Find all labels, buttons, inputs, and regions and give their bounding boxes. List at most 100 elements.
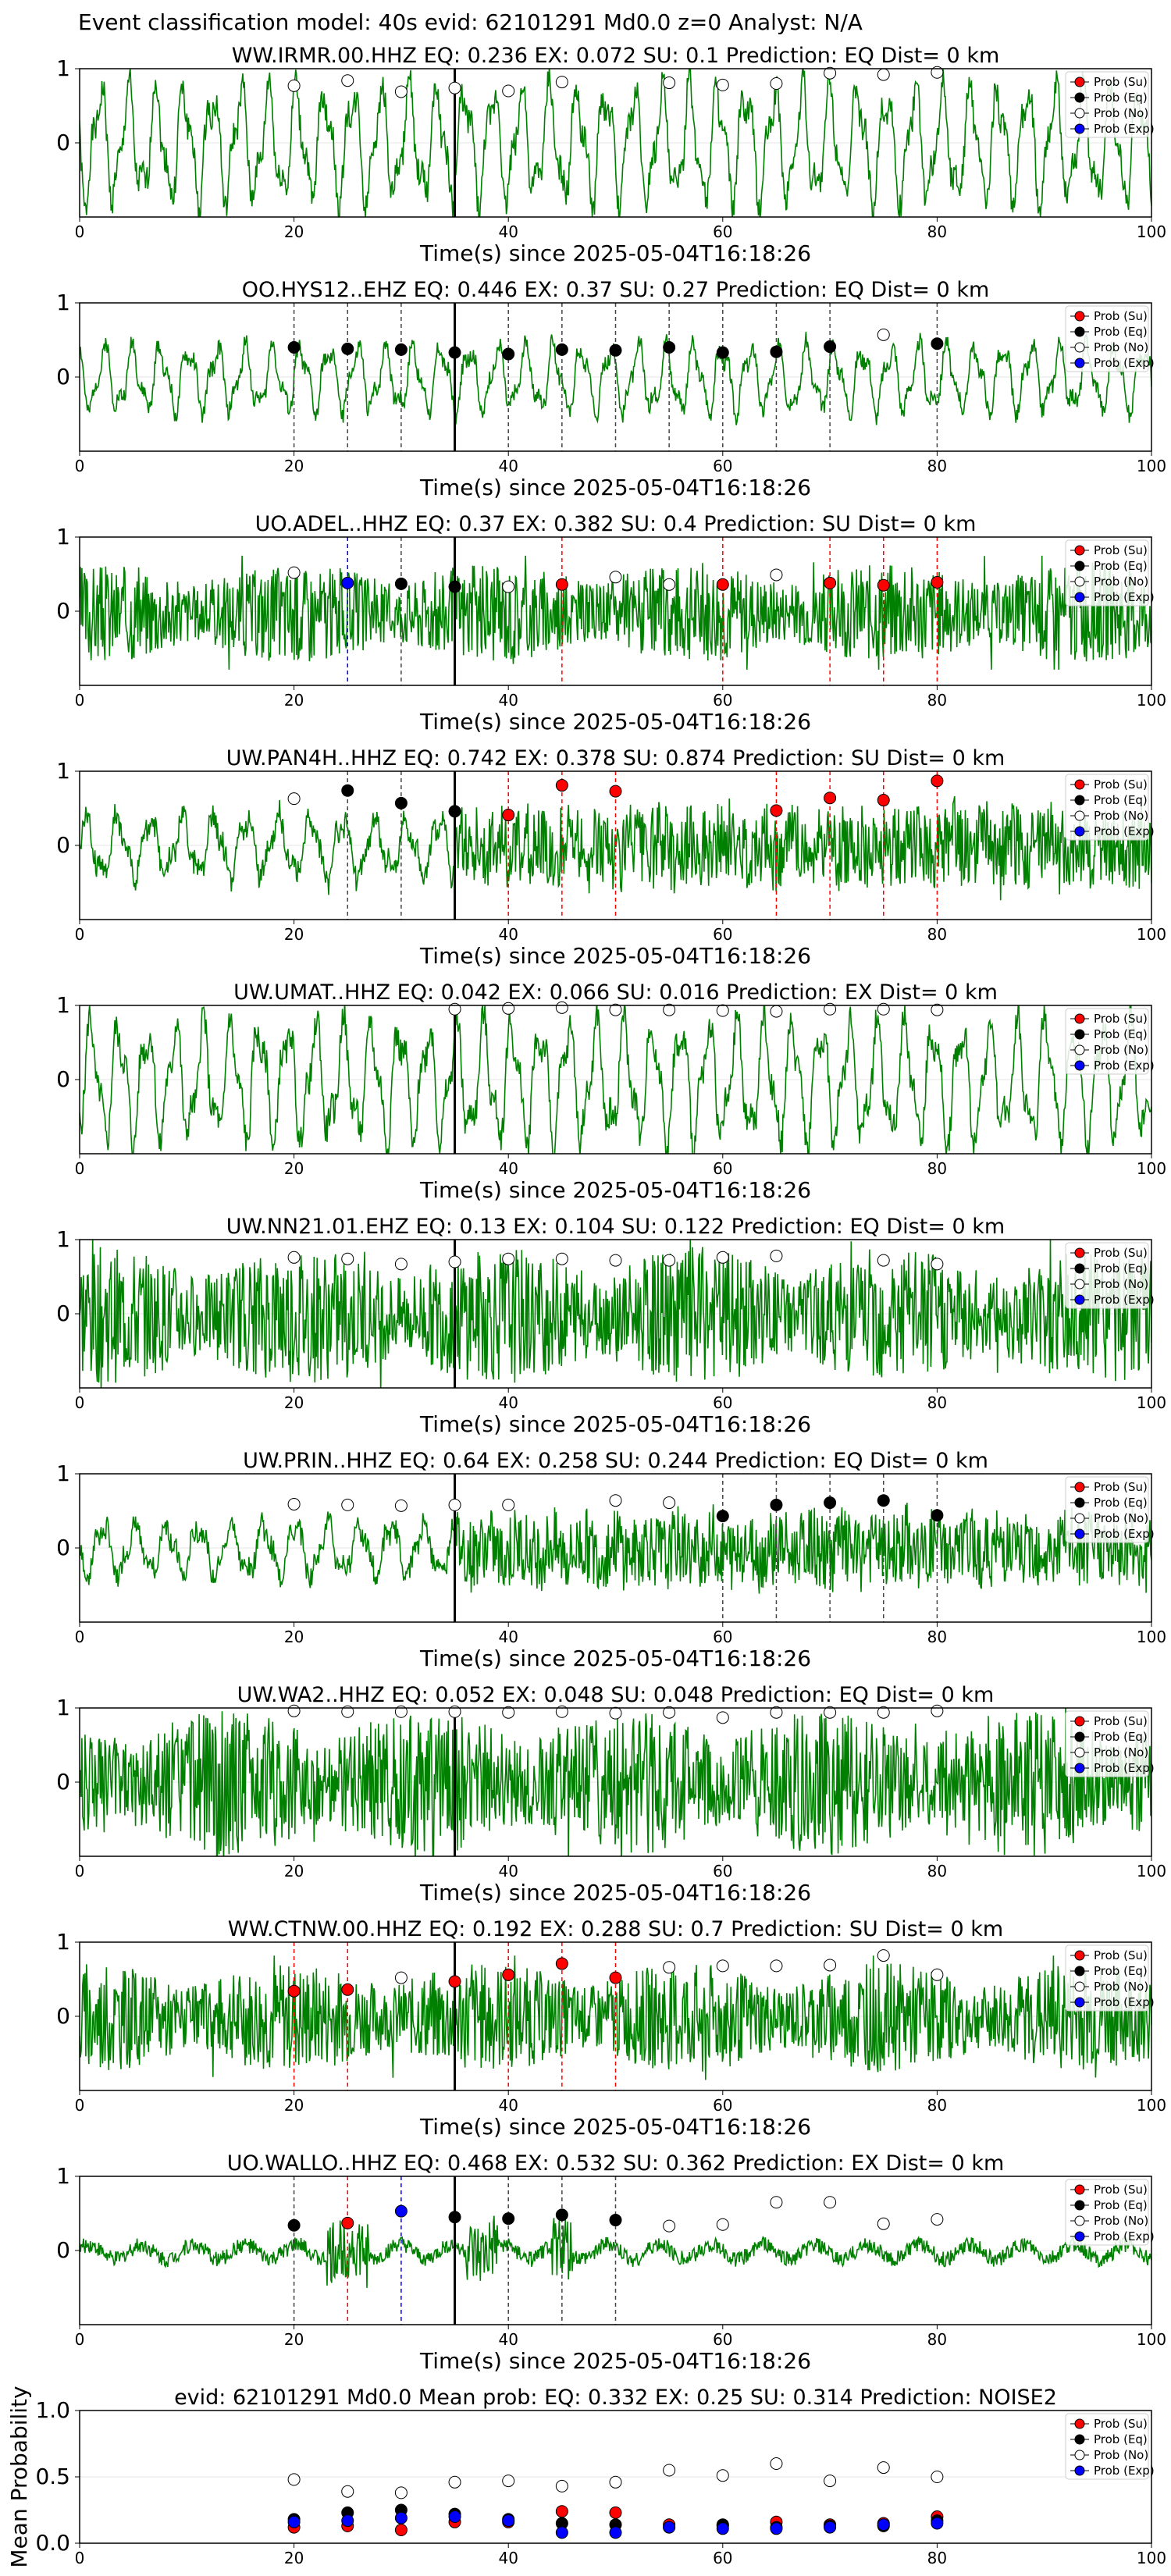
legend-marker-su (1074, 76, 1085, 87)
axes-frame (79, 1707, 1152, 1857)
x-tick-label: 100 (1137, 2330, 1166, 2349)
station-panel: UW.PRIN..HHZ EQ: 0.64 EX: 0.258 SU: 0.24… (56, 1449, 1166, 1671)
panel-title: OO.HYS12..EHZ EQ: 0.446 EX: 0.37 SU: 0.2… (242, 278, 990, 302)
x-axis-label: Time(s) since 2025-05-04T16:18:26 (419, 1880, 811, 1905)
legend-label-su: Prob (Su) (1094, 2417, 1148, 2431)
legend-marker-exp (1074, 2465, 1085, 2476)
legend-marker-exp (1074, 123, 1085, 134)
legend-marker-no (1074, 1747, 1085, 1758)
prob-point-no (502, 580, 515, 593)
x-axis-label: Time(s) since 2025-05-04T16:18:26 (419, 2348, 811, 2374)
legend-box (1065, 1476, 1149, 1543)
prob-point-no (448, 1705, 461, 1718)
prob-point-eq (341, 784, 354, 797)
prob-point-no (555, 1001, 568, 1014)
mean-point-no (341, 2485, 354, 2498)
prob-point-no (394, 1705, 408, 1718)
mean-point-no (663, 2464, 676, 2477)
legend-label-su: Prob (Su) (1094, 309, 1148, 323)
x-tick-label: 40 (498, 1862, 518, 1880)
legend-label-exp: Prob (Exp) (1094, 824, 1155, 838)
x-tick-label: 0 (75, 1393, 85, 1412)
x-tick-label: 0 (75, 1159, 85, 1178)
mean-point-su (555, 2505, 568, 2518)
legend-label-eq: Prob (Eq) (1094, 2198, 1148, 2212)
legend-marker-su (1074, 311, 1085, 322)
panel-title: WW.IRMR.00.HHZ EQ: 0.236 EX: 0.072 SU: 0… (232, 44, 1000, 68)
legend-marker-no (1074, 810, 1085, 821)
legend-marker-exp (1074, 1763, 1085, 1774)
x-tick-label: 100 (1137, 222, 1166, 241)
legend-label-su: Prob (Su) (1094, 1012, 1148, 1026)
y-tick-label: 1.0 (35, 2397, 70, 2423)
prob-point-no (555, 1252, 568, 1265)
x-tick-label: 20 (284, 1159, 304, 1178)
axes-frame (79, 2410, 1152, 2544)
legend-label-eq: Prob (Eq) (1094, 559, 1148, 573)
panel-title: UO.ADEL..HHZ EQ: 0.37 EX: 0.382 SU: 0.4 … (255, 512, 977, 536)
prob-point-eq (824, 1496, 837, 1510)
prob-point-su (609, 1971, 622, 1984)
legend-marker-exp (1074, 2231, 1085, 2242)
x-tick-label: 60 (713, 222, 732, 241)
legend-label-eq: Prob (Eq) (1094, 1964, 1148, 1978)
legend-marker-no (1074, 342, 1085, 353)
legend-marker-exp (1074, 826, 1085, 837)
prob-point-eq (341, 342, 354, 355)
station-panel: WW.IRMR.00.HHZ EQ: 0.236 EX: 0.072 SU: 0… (56, 44, 1166, 266)
prob-point-no (877, 1002, 890, 1016)
legend-marker-su (1074, 545, 1085, 556)
waveform-trace (80, 1503, 1151, 1594)
legend-label-exp: Prob (Exp) (1094, 1995, 1155, 2009)
station-panel: UW.PAN4H..HHZ EQ: 0.742 EX: 0.378 SU: 0.… (56, 746, 1166, 969)
prob-point-no (877, 328, 890, 341)
prob-point-no (716, 1251, 729, 1264)
prob-point-no (609, 1706, 622, 1720)
y-tick-label: 0 (56, 598, 70, 624)
legend-label-no: Prob (No) (1094, 809, 1148, 823)
x-tick-label: 40 (498, 1628, 518, 1646)
prob-point-eq (394, 343, 408, 356)
prob-point-no (931, 1003, 944, 1016)
x-tick-label: 100 (1137, 1159, 1166, 1178)
legend-label-exp: Prob (Exp) (1094, 1059, 1155, 1073)
mean-point-no (502, 2475, 515, 2488)
legend-label-eq: Prob (Eq) (1094, 1261, 1148, 1276)
legend-marker-eq (1074, 326, 1085, 337)
x-tick-label: 40 (498, 2549, 518, 2567)
prob-point-no (663, 1254, 676, 1267)
x-axis-label: Time(s) since 2025-05-04T16:18:26 (419, 2114, 811, 2140)
legend-label-su: Prob (Su) (1094, 1714, 1148, 1728)
x-tick-label: 20 (284, 691, 304, 710)
prob-point-no (770, 77, 783, 90)
legend-marker-exp (1074, 1997, 1085, 2008)
legend: Prob (Su)Prob (Eq)Prob (No)Prob (Exp) (1065, 1710, 1155, 1777)
panel-title: WW.CTNW.00.HHZ EQ: 0.192 EX: 0.288 SU: 0… (228, 1917, 1003, 1941)
prob-point-no (663, 76, 676, 90)
prob-point-su (555, 1957, 568, 1970)
legend-marker-exp (1074, 358, 1085, 368)
legend-label-no: Prob (No) (1094, 1745, 1148, 1759)
legend-label-eq: Prob (Eq) (1094, 325, 1148, 339)
legend-label-su: Prob (Su) (1094, 543, 1148, 557)
mean-point-exp (502, 2514, 515, 2528)
mean-point-exp (663, 2521, 676, 2534)
axes-frame (79, 302, 1152, 452)
legend-label-su: Prob (Su) (1094, 1246, 1148, 1260)
legend-box (1065, 1944, 1149, 2012)
legend-marker-eq (1074, 560, 1085, 571)
prob-point-no (716, 1959, 729, 1973)
station-panel: UO.WALLO..HHZ EQ: 0.468 EX: 0.532 SU: 0.… (56, 2151, 1166, 2374)
x-tick-label: 60 (713, 691, 732, 710)
prob-point-no (287, 792, 301, 806)
prob-point-no (770, 2196, 783, 2209)
waveform-trace (80, 1955, 1151, 2080)
legend-marker-su (1074, 1247, 1085, 1258)
prob-point-no (394, 1499, 408, 1512)
legend: Prob (Su)Prob (Eq)Prob (No)Prob (Exp) (1065, 539, 1155, 607)
mean-point-exp (341, 2514, 354, 2528)
legend-marker-eq (1074, 1029, 1085, 1040)
legend: Prob (Su)Prob (Eq)Prob (No)Prob (Exp) (1065, 2413, 1155, 2480)
prob-point-su (555, 578, 568, 591)
axes-frame (79, 68, 1152, 218)
